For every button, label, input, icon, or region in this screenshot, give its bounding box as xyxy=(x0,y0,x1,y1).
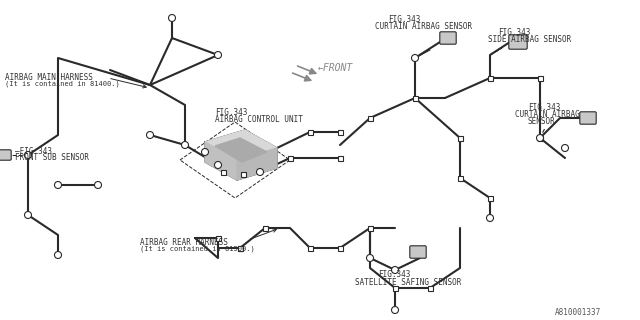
Circle shape xyxy=(24,212,31,219)
Bar xyxy=(458,135,463,140)
Circle shape xyxy=(412,54,419,61)
Bar xyxy=(237,245,243,251)
Text: CURTAIN AIRBAG: CURTAIN AIRBAG xyxy=(515,110,580,119)
Circle shape xyxy=(214,162,221,169)
Bar xyxy=(428,285,433,291)
Circle shape xyxy=(54,181,61,188)
Bar xyxy=(458,175,463,180)
Circle shape xyxy=(95,181,102,188)
Bar xyxy=(262,226,268,230)
Polygon shape xyxy=(215,138,267,162)
Bar xyxy=(367,226,372,230)
Bar xyxy=(413,95,417,100)
Text: FRONT SUB SENSOR: FRONT SUB SENSOR xyxy=(15,153,89,162)
Text: FIG.343: FIG.343 xyxy=(378,270,410,279)
Circle shape xyxy=(486,214,493,221)
Text: AIRBAG REAR HARNESS: AIRBAG REAR HARNESS xyxy=(140,238,228,247)
Polygon shape xyxy=(205,142,237,180)
Circle shape xyxy=(24,151,31,158)
FancyBboxPatch shape xyxy=(410,246,426,258)
Text: CURTAIN AIRBAG SENSOR: CURTAIN AIRBAG SENSOR xyxy=(375,22,472,31)
Bar xyxy=(337,130,342,134)
Text: SENSOR: SENSOR xyxy=(528,117,556,126)
Text: A810001337: A810001337 xyxy=(555,308,601,317)
Text: AIRBAG CONTROL UNIT: AIRBAG CONTROL UNIT xyxy=(215,115,303,124)
Bar xyxy=(221,170,225,174)
Polygon shape xyxy=(237,148,277,180)
Bar xyxy=(538,135,543,140)
Circle shape xyxy=(54,252,61,259)
Polygon shape xyxy=(195,238,218,258)
Text: AIRBAG MAIN HARNESS: AIRBAG MAIN HARNESS xyxy=(5,73,93,82)
Text: —FIG.343: —FIG.343 xyxy=(15,147,52,156)
Circle shape xyxy=(257,169,264,175)
FancyBboxPatch shape xyxy=(0,150,12,160)
Circle shape xyxy=(367,254,374,261)
Bar xyxy=(488,76,493,81)
Bar xyxy=(488,196,493,201)
Circle shape xyxy=(536,134,543,141)
FancyBboxPatch shape xyxy=(580,112,596,124)
Text: FIG.343: FIG.343 xyxy=(498,28,531,37)
Text: FIG.343: FIG.343 xyxy=(388,15,420,24)
Circle shape xyxy=(392,307,399,314)
FancyBboxPatch shape xyxy=(509,35,527,49)
Circle shape xyxy=(182,141,189,148)
Bar xyxy=(538,76,543,81)
Text: (It is contained in 81500.): (It is contained in 81500.) xyxy=(140,245,255,252)
Circle shape xyxy=(147,132,154,139)
FancyBboxPatch shape xyxy=(440,32,456,44)
Text: ←FRONT: ←FRONT xyxy=(318,63,353,73)
Bar xyxy=(237,245,243,251)
Circle shape xyxy=(202,148,209,156)
Bar xyxy=(241,172,246,177)
Bar xyxy=(216,236,221,241)
Circle shape xyxy=(168,14,175,21)
Bar xyxy=(287,156,292,161)
Text: FIG.343: FIG.343 xyxy=(528,103,561,112)
Text: SIDE AIRBAG SENSOR: SIDE AIRBAG SENSOR xyxy=(488,35,572,44)
Bar xyxy=(392,285,397,291)
Polygon shape xyxy=(205,130,277,160)
Text: SATELLITE SAFING SENSOR: SATELLITE SAFING SENSOR xyxy=(355,278,461,287)
Circle shape xyxy=(561,145,568,151)
Bar xyxy=(307,245,312,251)
Bar xyxy=(367,116,372,121)
Text: FIG.343: FIG.343 xyxy=(215,108,248,117)
Bar xyxy=(337,245,342,251)
Circle shape xyxy=(214,52,221,59)
Bar xyxy=(307,130,312,134)
Bar xyxy=(337,156,342,161)
Circle shape xyxy=(392,267,399,274)
Text: (It is contained in 81400.): (It is contained in 81400.) xyxy=(5,80,120,86)
